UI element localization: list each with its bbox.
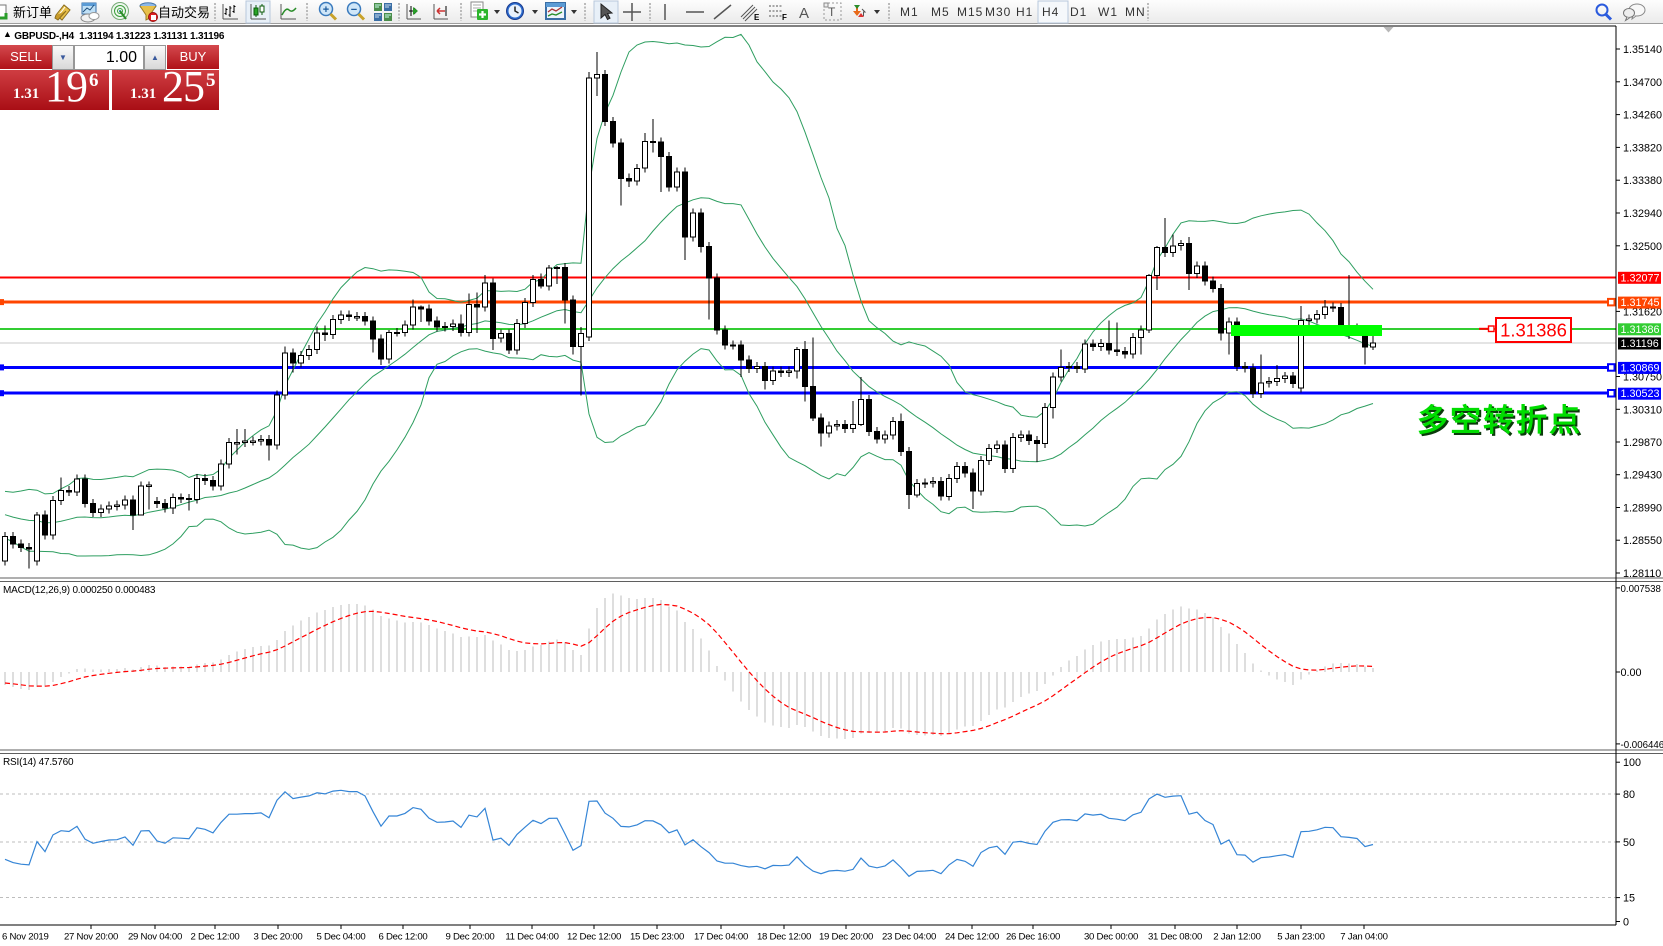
svg-text:5 Jan 23:00: 5 Jan 23:00 [1277, 932, 1324, 943]
svg-text:1.33380: 1.33380 [1623, 175, 1662, 187]
svg-text:29 Nov 04:00: 29 Nov 04:00 [128, 932, 182, 943]
svg-text:1.32500: 1.32500 [1623, 241, 1662, 253]
svg-text:1.29870: 1.29870 [1623, 437, 1662, 449]
svg-text:80: 80 [1623, 789, 1635, 801]
svg-text:1.31196: 1.31196 [1621, 338, 1659, 350]
svg-text:-0.006446: -0.006446 [1621, 740, 1663, 751]
svg-text:−: − [351, 4, 357, 16]
svg-text:MN: MN [1125, 5, 1146, 19]
svg-text:1.28990: 1.28990 [1623, 503, 1662, 515]
svg-text:MACD(12,26,9) 0.000250 0.00048: MACD(12,26,9) 0.000250 0.000483 [3, 585, 156, 596]
svg-text:M1: M1 [900, 5, 919, 19]
svg-text:100: 100 [1623, 757, 1641, 769]
svg-text:+: + [323, 4, 329, 16]
svg-text:0.00: 0.00 [1621, 667, 1642, 679]
svg-text:5 Dec 04:00: 5 Dec 04:00 [317, 932, 366, 943]
svg-text:1.31386: 1.31386 [1500, 320, 1567, 341]
svg-text:1.30310: 1.30310 [1623, 404, 1662, 416]
svg-text:1.31386: 1.31386 [1621, 324, 1660, 336]
svg-text:F: F [782, 13, 787, 22]
svg-text:12 Dec 12:00: 12 Dec 12:00 [567, 932, 621, 943]
svg-text:2 Dec 12:00: 2 Dec 12:00 [191, 932, 240, 943]
svg-text:30 Dec 00:00: 30 Dec 00:00 [1084, 932, 1138, 943]
svg-text:1.30750: 1.30750 [1623, 372, 1662, 384]
svg-text:1.33820: 1.33820 [1623, 142, 1662, 154]
svg-text:新订单: 新订单 [13, 5, 52, 20]
svg-text:26 Dec 16:00: 26 Dec 16:00 [1006, 932, 1060, 943]
svg-text:D1: D1 [1070, 5, 1087, 19]
svg-text:自动交易: 自动交易 [158, 5, 210, 20]
svg-text:M30: M30 [985, 5, 1011, 19]
svg-text:1.34260: 1.34260 [1623, 110, 1662, 122]
svg-text:1.34700: 1.34700 [1623, 77, 1662, 89]
svg-text:H4: H4 [1042, 5, 1059, 19]
svg-text:1.30869: 1.30869 [1621, 362, 1660, 374]
svg-text:1.30523: 1.30523 [1621, 388, 1660, 400]
svg-text:多空转折点: 多空转折点 [1417, 403, 1582, 438]
svg-text:2 Jan 12:00: 2 Jan 12:00 [1213, 932, 1260, 943]
svg-text:0: 0 [1623, 917, 1629, 929]
svg-text:1.28110: 1.28110 [1623, 568, 1661, 580]
svg-text:1.29430: 1.29430 [1623, 470, 1662, 482]
svg-text:T: T [828, 5, 836, 19]
svg-text:15 Dec 23:00: 15 Dec 23:00 [630, 932, 684, 943]
svg-text:0.007538: 0.007538 [1621, 584, 1661, 595]
svg-text:15: 15 [1623, 893, 1635, 905]
svg-text:6 Dec 12:00: 6 Dec 12:00 [379, 932, 428, 943]
svg-text:1.31620: 1.31620 [1623, 306, 1662, 318]
svg-text:18 Dec 12:00: 18 Dec 12:00 [757, 932, 811, 943]
svg-text:3 Dec 20:00: 3 Dec 20:00 [254, 932, 303, 943]
svg-text:17 Dec 04:00: 17 Dec 04:00 [694, 932, 748, 943]
svg-text:RSI(14) 47.5760: RSI(14) 47.5760 [3, 757, 74, 768]
svg-text:11 Dec 04:00: 11 Dec 04:00 [505, 932, 558, 943]
svg-text:7 Jan 04:00: 7 Jan 04:00 [1340, 932, 1387, 943]
svg-text:1.32077: 1.32077 [1621, 272, 1660, 284]
svg-text:W1: W1 [1098, 5, 1118, 19]
svg-text:1.35140: 1.35140 [1623, 44, 1662, 56]
svg-text:50: 50 [1623, 837, 1635, 849]
svg-text:1.32940: 1.32940 [1623, 208, 1662, 220]
svg-text:多空转折点: 多空转折点 [1419, 405, 1584, 440]
svg-text:1.28550: 1.28550 [1623, 535, 1662, 547]
svg-text:A: A [799, 5, 809, 22]
svg-text:H1: H1 [1016, 5, 1033, 19]
svg-text:M5: M5 [931, 5, 950, 19]
svg-text:9 Dec 20:00: 9 Dec 20:00 [446, 932, 495, 943]
svg-text:27 Nov 20:00: 27 Nov 20:00 [64, 932, 118, 943]
svg-text:6 Nov 2019: 6 Nov 2019 [2, 932, 49, 943]
svg-text:1.31745: 1.31745 [1621, 297, 1660, 309]
svg-text:31 Dec 08:00: 31 Dec 08:00 [1148, 932, 1202, 943]
svg-text:M15: M15 [957, 5, 983, 19]
svg-text:19 Dec 20:00: 19 Dec 20:00 [819, 932, 873, 943]
svg-text:E: E [754, 13, 760, 22]
svg-text:24 Dec 12:00: 24 Dec 12:00 [945, 932, 999, 943]
svg-text:23 Dec 04:00: 23 Dec 04:00 [882, 932, 936, 943]
